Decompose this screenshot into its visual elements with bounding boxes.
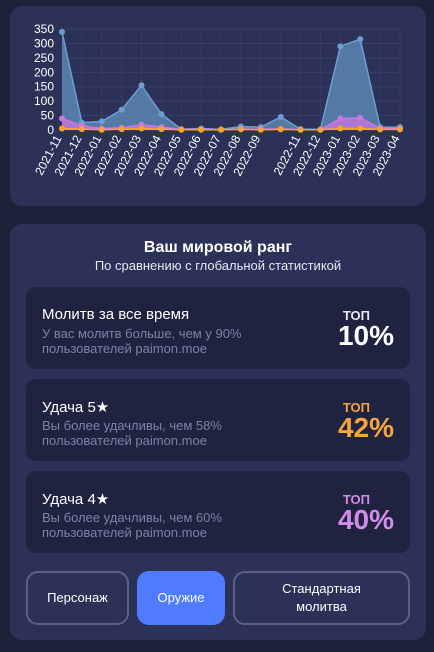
- stat-description: У вас молитв больше, чем у 90% пользоват…: [42, 326, 242, 356]
- y-tick-label: 250: [34, 51, 54, 65]
- data-point: [317, 126, 324, 133]
- data-point: [357, 36, 364, 43]
- y-tick-label: 200: [34, 65, 54, 79]
- data-point: [178, 126, 185, 133]
- series-area: [62, 31, 400, 131]
- data-point: [277, 126, 284, 133]
- pull-history-chart: 0 50 100 150 200 250 300 350 2021-11 2021-12 2022-…: [10, 6, 426, 206]
- world-rank-card: Ваш мировой ранг По сравнению с глобальн…: [10, 224, 426, 640]
- rank-title: Ваш мировой ранг: [143, 239, 293, 256]
- tab-weapon[interactable]: Оружие: [137, 571, 225, 625]
- data-point: [297, 126, 304, 133]
- y-tick-label: 300: [34, 36, 54, 50]
- data-point: [59, 28, 65, 35]
- stat-percent: 40%: [337, 504, 394, 535]
- data-point: [337, 115, 344, 122]
- series-line: [61, 31, 400, 131]
- data-point: [218, 126, 225, 133]
- data-point: [158, 111, 165, 118]
- data-point: [397, 126, 403, 133]
- data-point: [377, 126, 384, 133]
- rank-subtitle: По сравнению с глобальной статистикой: [94, 258, 342, 273]
- stat-percent: 10%: [337, 320, 394, 351]
- y-tick-label: 100: [34, 94, 54, 108]
- data-point: [59, 115, 65, 122]
- data-point: [98, 126, 105, 133]
- y-tick-label: 0: [47, 123, 54, 137]
- data-point: [237, 126, 244, 133]
- stat-description: Вы более удачливы, чем 58% пользователей…: [42, 418, 222, 448]
- stat-total-wishes: Молитв за все время У вас молитв больше,…: [26, 287, 410, 369]
- banner-tabs: Персонаж Оружие Стандартная молитва: [26, 571, 410, 625]
- y-tick-label: 350: [34, 22, 54, 36]
- data-point: [118, 106, 125, 113]
- y-tick-label: 150: [34, 80, 54, 94]
- data-point: [337, 125, 344, 132]
- data-point: [257, 126, 264, 133]
- stat-top-label: ТОП: [342, 308, 370, 323]
- stat-luck-4-star: Удача 4★ Вы более удачливы, чем 60% поль…: [26, 471, 410, 553]
- data-point: [337, 43, 344, 50]
- stat-luck-5-star: Удача 5★ Вы более удачливы, чем 58% поль…: [26, 379, 410, 461]
- data-point: [158, 126, 165, 133]
- data-point: [357, 125, 364, 132]
- data-point: [59, 125, 65, 132]
- data-point: [118, 126, 125, 133]
- data-point: [98, 118, 105, 125]
- y-tick-label: 50: [41, 109, 55, 123]
- stat-name: Удача 4★: [42, 491, 110, 508]
- data-point: [277, 114, 284, 121]
- data-point: [78, 126, 85, 133]
- stat-top-label: ТОП: [342, 492, 370, 507]
- tab-standard-wish[interactable]: Стандартная молитва: [233, 571, 410, 625]
- chart-canvas: 0501001502002503003502021-112021-122022-…: [32, 22, 403, 178]
- data-point: [198, 126, 205, 133]
- series-line: [61, 127, 400, 131]
- stat-percent: 42%: [337, 412, 394, 443]
- tab-character[interactable]: Персонаж: [26, 571, 129, 625]
- stat-name: Удача 5★: [42, 399, 110, 416]
- data-point: [138, 82, 145, 89]
- stat-description: Вы более удачливы, чем 60% пользователей…: [42, 510, 222, 540]
- data-point: [138, 125, 145, 132]
- stat-name: Молитв за все время: [42, 306, 190, 323]
- series-area: [62, 117, 400, 130]
- stat-top-label: ТОП: [342, 400, 370, 415]
- data-point: [357, 114, 364, 121]
